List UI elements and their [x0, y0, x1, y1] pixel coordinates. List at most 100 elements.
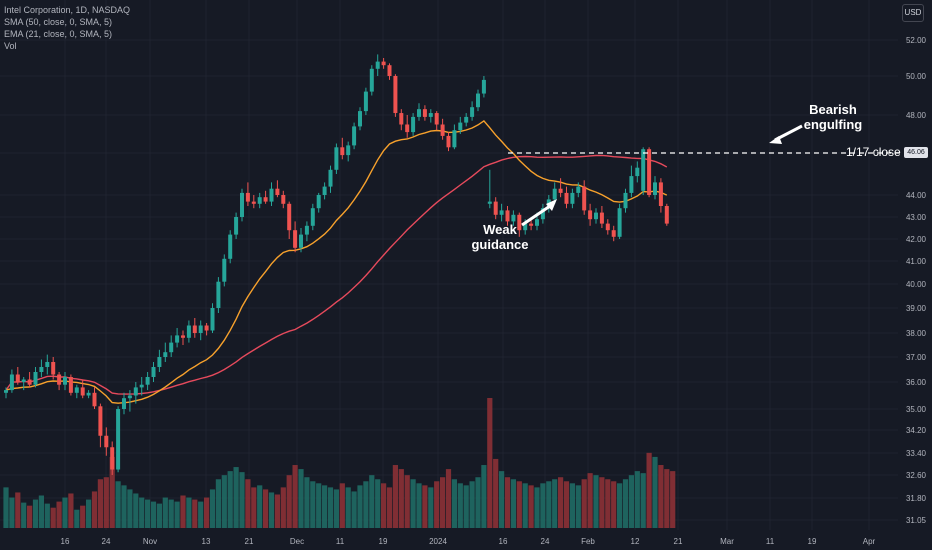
volume-bar — [115, 481, 121, 528]
volume-bar — [522, 483, 528, 528]
candle-body — [511, 214, 516, 222]
y-tick-label: 36.00 — [906, 378, 927, 387]
bearish-engulfing-arrowhead — [769, 136, 782, 144]
candle-body — [381, 61, 386, 66]
volume-bar — [404, 475, 410, 528]
volume-bars — [3, 398, 676, 528]
volume-bar — [640, 473, 646, 528]
currency-button[interactable]: USD — [902, 4, 924, 22]
candle-body — [487, 201, 492, 204]
price-tag: 46.06 — [904, 147, 928, 158]
candle-body — [322, 186, 327, 195]
candle-body — [346, 145, 351, 156]
y-tick-label: 50.00 — [906, 72, 927, 81]
candle-body — [98, 406, 103, 436]
volume-bar — [652, 456, 658, 528]
volume-bar — [156, 503, 162, 528]
x-tick-label: 24 — [541, 537, 550, 546]
candle-body — [635, 167, 640, 177]
candle-body — [127, 395, 132, 399]
x-tick-label: Apr — [863, 537, 876, 546]
legend-sma: SMA (50, close, 0, SMA, 5) — [4, 17, 113, 27]
candle-body — [175, 335, 180, 343]
candle-body — [452, 130, 457, 148]
volume-bar — [398, 469, 404, 528]
volume-bar — [97, 479, 103, 528]
candle-body — [529, 223, 534, 226]
volume-bar — [440, 477, 446, 528]
y-tick-label: 43.00 — [906, 213, 927, 222]
candle-body — [605, 223, 610, 231]
volume-bar — [351, 491, 357, 528]
candle-body — [287, 203, 292, 231]
candle-body — [582, 186, 587, 211]
x-tick-label: 11 — [336, 537, 345, 546]
candle-body — [576, 186, 581, 193]
volume-bar — [499, 471, 505, 528]
candle-body — [281, 195, 286, 204]
candle-body — [163, 352, 168, 357]
volume-bar — [15, 492, 21, 528]
volume-bar — [233, 467, 239, 528]
legend-symbol: Intel Corporation, 1D, NASDAQ — [4, 5, 131, 15]
candle-body — [387, 65, 392, 76]
volume-bar — [192, 499, 198, 528]
volume-bar — [451, 479, 457, 528]
volume-bar — [204, 497, 210, 528]
candle-body — [540, 208, 545, 220]
volume-bar — [327, 487, 334, 528]
candle-body — [234, 217, 239, 235]
y-tick-label: 31.05 — [906, 516, 927, 525]
candle-body — [422, 109, 427, 117]
candle-body — [588, 210, 593, 220]
legend-ema: EMA (21, close, 0, SMA, 5) — [4, 29, 113, 39]
candle-body — [21, 379, 26, 382]
volume-bar — [363, 481, 369, 528]
candle-body — [198, 325, 203, 333]
volume-bar — [333, 489, 339, 528]
candle-body — [145, 377, 150, 385]
candle-body — [15, 374, 20, 382]
volume-bar — [357, 485, 363, 528]
candle-body — [92, 392, 97, 407]
volume-bar — [386, 487, 393, 528]
candle-body — [340, 147, 345, 156]
volume-bar — [145, 499, 151, 528]
x-tick-label: 16 — [61, 537, 70, 546]
volume-bar — [44, 503, 50, 528]
volume-bar — [221, 475, 227, 528]
volume-bar — [150, 501, 157, 528]
volume-bar — [575, 485, 581, 528]
x-tick-label: Mar — [720, 537, 734, 546]
volume-bar — [286, 475, 292, 528]
volume-bar — [91, 491, 98, 528]
weak-guidance-arrow — [521, 202, 554, 227]
candle-body — [623, 192, 628, 209]
candle-body — [523, 223, 528, 231]
volume-bar — [611, 481, 617, 528]
volume-bar — [27, 505, 33, 528]
volume-bar — [298, 469, 304, 528]
candle-body — [139, 384, 144, 388]
candle-body — [558, 188, 563, 193]
volume-bar — [445, 469, 452, 528]
volume-bar — [9, 497, 15, 528]
volume-bar — [469, 481, 475, 528]
candle-body — [4, 390, 8, 393]
volume-bar — [251, 487, 257, 528]
volume-bar — [510, 479, 516, 528]
volume-bar — [268, 492, 275, 528]
volume-bar — [3, 487, 9, 528]
candle-body — [63, 377, 67, 385]
candle-body — [216, 281, 221, 308]
x-tick-label: 2024 — [429, 537, 447, 546]
candle-body — [269, 188, 274, 202]
volume-bar — [68, 493, 74, 528]
candle-body — [535, 219, 539, 226]
volume-bar — [422, 485, 428, 528]
candlesticks — [4, 54, 669, 475]
volume-bar — [463, 485, 469, 528]
volume-bar — [605, 479, 611, 528]
volume-bar — [546, 481, 552, 528]
